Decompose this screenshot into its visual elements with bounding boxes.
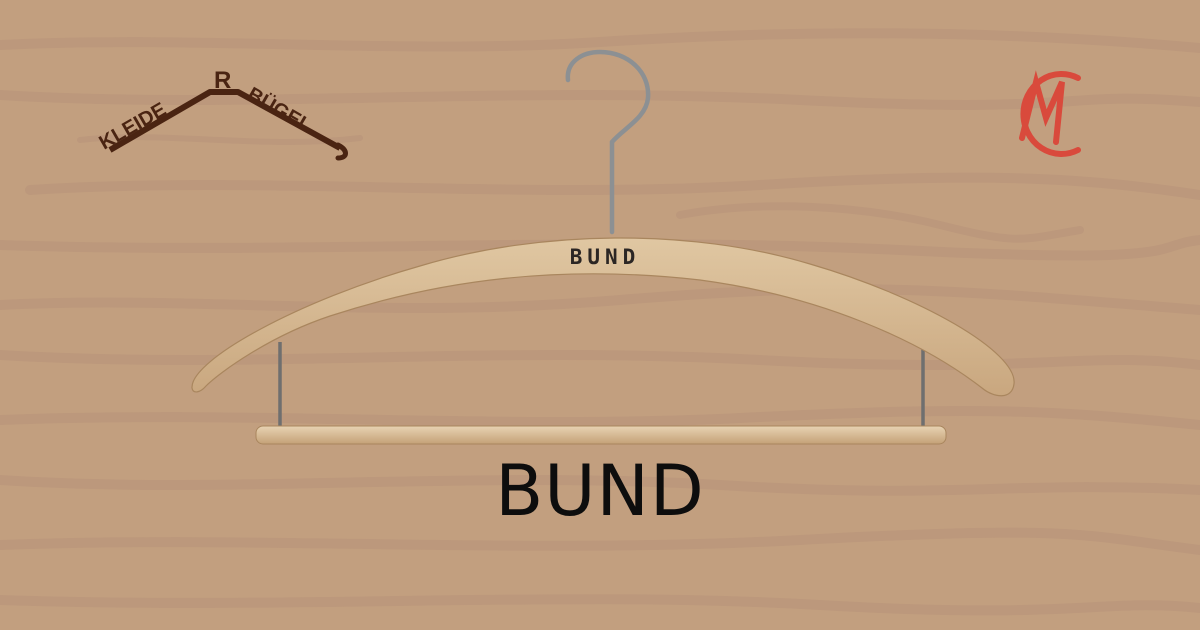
svg-text:R: R	[214, 67, 231, 94]
product-name: BUND	[495, 450, 705, 532]
svg-text:KLEIDE: KLEIDE	[96, 99, 171, 155]
cm-logo	[1019, 70, 1081, 157]
hanger-engraving: BUND	[570, 245, 641, 269]
hanger-illustration	[191, 49, 1015, 445]
svg-text:BÜGEL: BÜGEL	[244, 82, 316, 137]
